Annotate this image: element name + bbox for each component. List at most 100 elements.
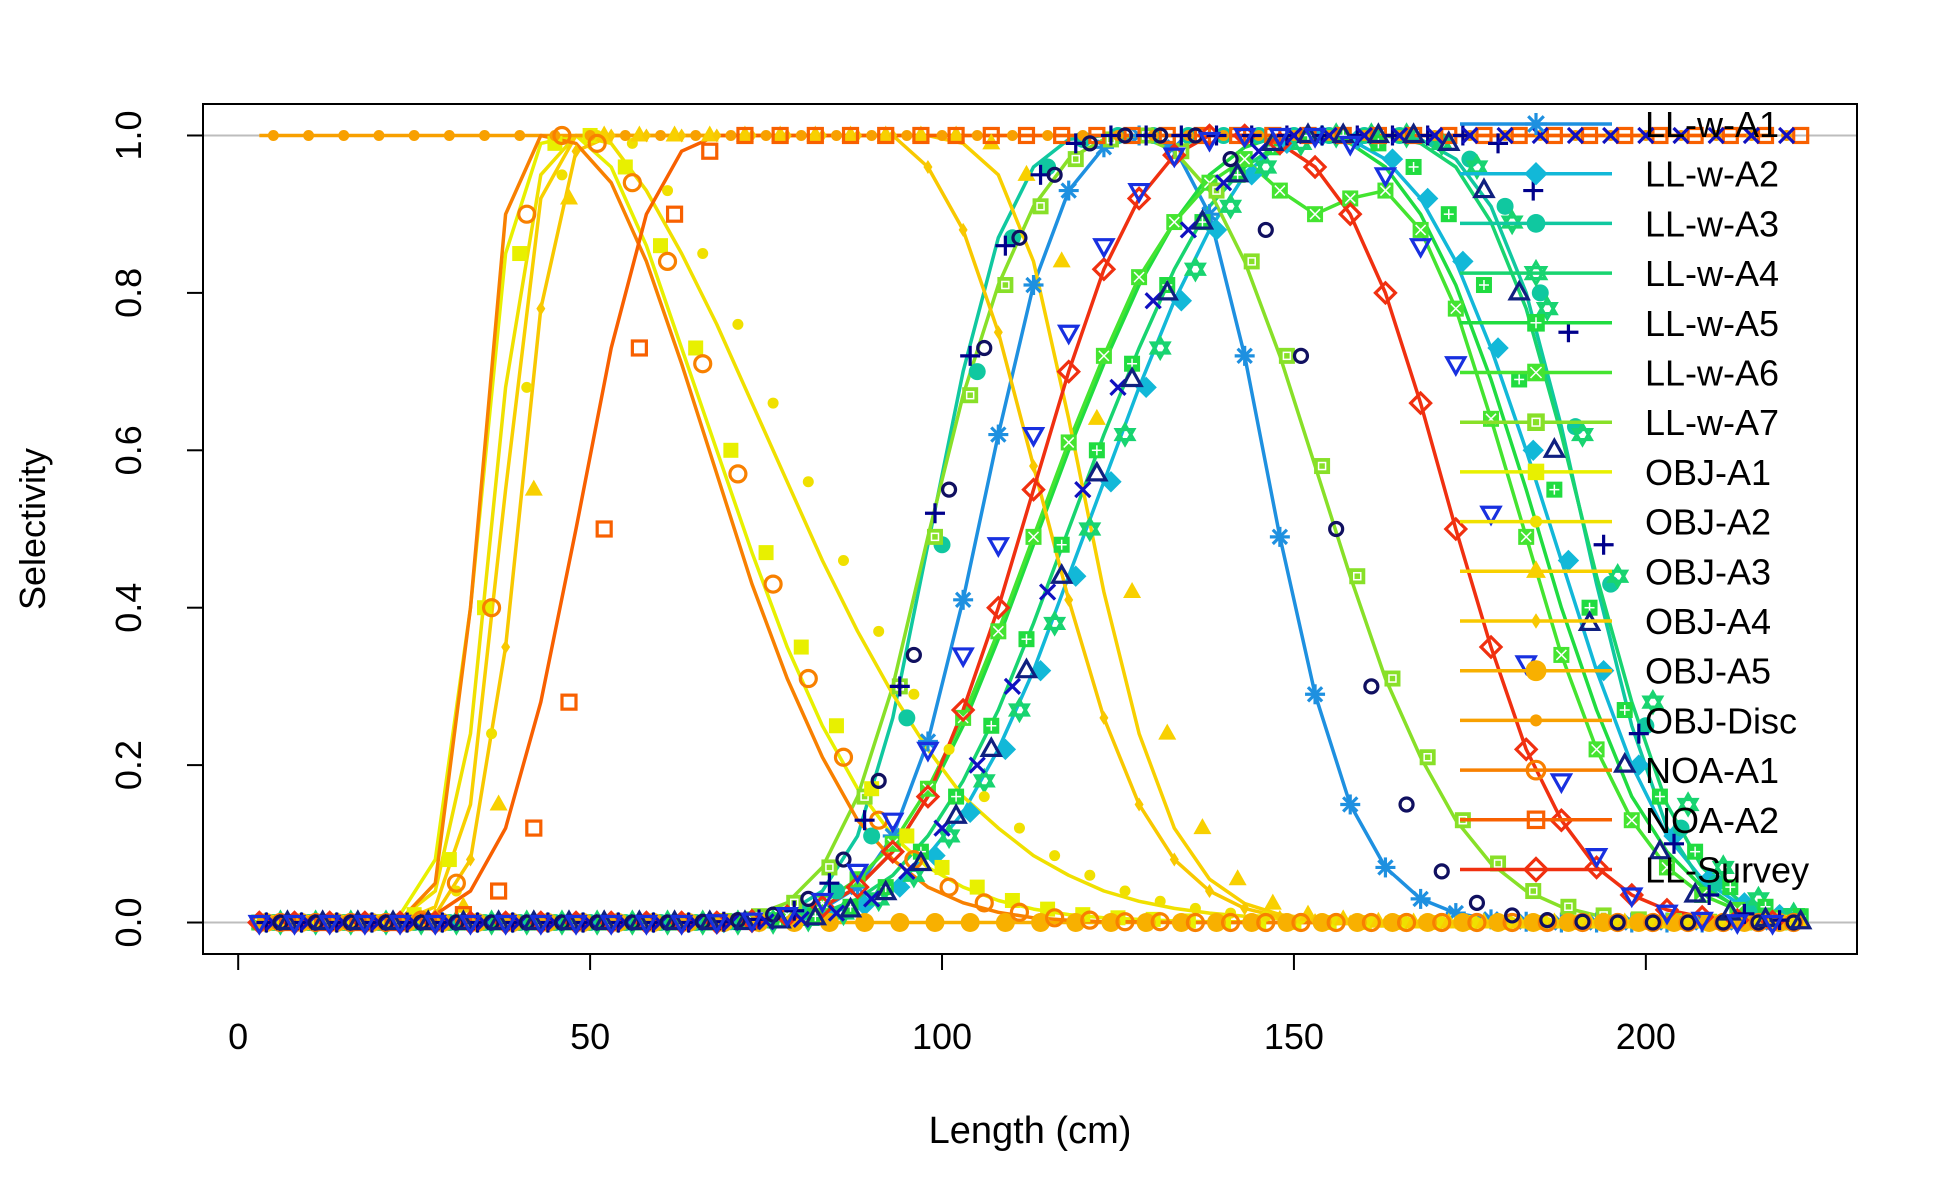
marker-stroke — [1212, 186, 1221, 195]
marker-shape — [881, 812, 905, 834]
marker-stroke — [1493, 859, 1503, 868]
data-point — [810, 894, 835, 920]
legend-label: OBJ-A5 — [1645, 651, 1771, 692]
data-point — [854, 810, 875, 831]
data-point — [1504, 907, 1521, 924]
marker-stroke — [1071, 154, 1080, 164]
marker-shape — [1788, 908, 1813, 930]
data-point — [1539, 912, 1556, 929]
marker-shape — [705, 914, 729, 935]
marker-shape — [775, 907, 799, 928]
marker-shape — [760, 129, 772, 141]
marker-stroke — [1566, 126, 1585, 145]
data-point — [1007, 696, 1031, 724]
data-point — [1193, 818, 1212, 835]
marker-shape — [971, 129, 983, 141]
marker-shape — [529, 914, 553, 936]
data-point — [798, 668, 818, 689]
marker-shape — [1584, 855, 1609, 880]
data-point — [1405, 158, 1422, 175]
marker-shape — [338, 129, 350, 141]
data-point — [1032, 198, 1049, 215]
data-point — [1725, 914, 1750, 935]
data-point — [1363, 678, 1380, 695]
marker-shape — [1185, 912, 1206, 933]
x-axis-label: Length (cm) — [929, 1110, 1132, 1152]
data-point — [873, 625, 885, 637]
data-point — [971, 129, 983, 141]
marker-stroke — [965, 390, 975, 400]
legend-entry: LL-w-A3 — [1460, 203, 1779, 244]
marker-shape — [688, 340, 704, 356]
marker-shape — [1066, 913, 1086, 933]
data-point — [1382, 913, 1402, 933]
data-point — [1087, 408, 1106, 425]
marker-shape — [1183, 256, 1207, 276]
data-point — [1197, 131, 1222, 153]
data-point — [1136, 913, 1156, 933]
data-point — [1049, 562, 1074, 584]
legend-entry: LL-w-A2 — [1460, 154, 1779, 195]
marker-shape — [416, 909, 440, 931]
data-point — [1788, 908, 1813, 930]
data-point — [732, 318, 744, 330]
marker-shape — [556, 169, 568, 181]
data-point — [939, 877, 959, 897]
data-point — [802, 476, 814, 488]
marker-shape — [1527, 463, 1545, 481]
marker-shape — [866, 129, 878, 141]
marker-shape — [654, 129, 666, 141]
marker-shape — [1711, 860, 1735, 881]
data-point — [937, 822, 961, 850]
data-point — [1602, 126, 1620, 145]
data-point — [657, 251, 678, 272]
legend-marker — [1527, 463, 1545, 481]
y-axis: 0.0 0.2 0.4 0.6 0.8 1.0 — [108, 110, 203, 948]
data-point — [247, 914, 272, 936]
data-point — [595, 520, 613, 538]
data-point — [1340, 794, 1361, 815]
data-point — [522, 909, 546, 931]
marker-stroke — [1001, 280, 1010, 290]
data-point — [1219, 193, 1243, 220]
data-point — [976, 339, 993, 357]
x-tick-label: 0 — [228, 1016, 248, 1057]
data-point — [1375, 857, 1396, 878]
data-point — [552, 125, 572, 146]
data-point — [1307, 206, 1324, 223]
data-point — [990, 623, 1007, 640]
data-point — [995, 913, 1015, 933]
data-point — [525, 819, 543, 837]
data-point — [1236, 151, 1253, 168]
data-point — [1777, 126, 1796, 145]
marker-shape — [1529, 714, 1543, 727]
marker-shape — [1418, 913, 1438, 933]
marker-shape — [802, 476, 814, 488]
marker-shape — [873, 625, 885, 637]
marker-shape — [863, 827, 881, 845]
marker-shape — [1679, 914, 1697, 931]
data-point — [697, 248, 709, 260]
data-point — [830, 129, 842, 141]
marker-shape — [838, 896, 863, 918]
data-point — [1468, 894, 1486, 911]
marker-shape — [1523, 258, 1549, 281]
marker-stroke — [1214, 174, 1233, 192]
marker-shape — [1009, 902, 1030, 922]
marker-shape — [652, 238, 668, 254]
marker-stroke — [1309, 208, 1321, 220]
data-point — [947, 125, 966, 142]
data-point — [838, 896, 863, 918]
marker-stroke — [1377, 859, 1394, 876]
data-point — [1523, 913, 1543, 933]
data-point — [1056, 324, 1081, 346]
marker-shape — [923, 159, 933, 174]
data-point — [1546, 481, 1563, 498]
marker-stroke — [827, 904, 846, 922]
marker-shape — [1488, 913, 1508, 933]
marker-shape — [446, 873, 466, 893]
marker-stroke — [1271, 528, 1289, 546]
marker-shape — [1437, 130, 1461, 151]
data-point — [995, 235, 1016, 256]
marker-shape — [1690, 911, 1714, 933]
